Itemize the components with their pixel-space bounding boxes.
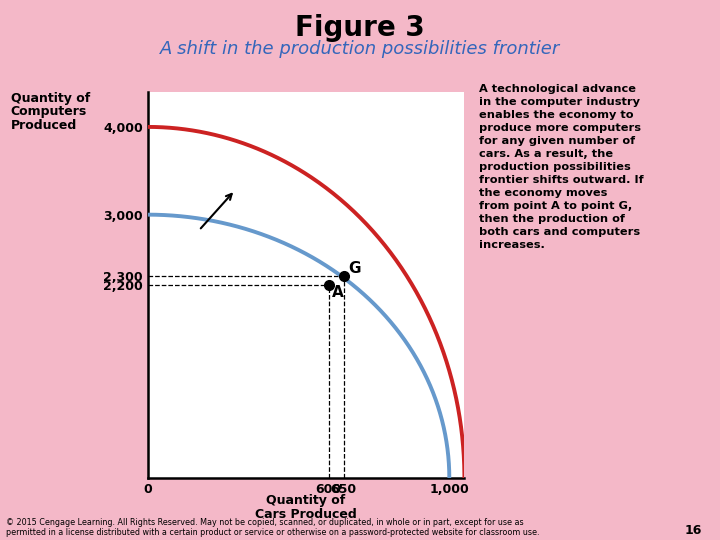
Text: A technological advance
in the computer industry
enables the economy to
produce : A technological advance in the computer … [479, 84, 644, 250]
Text: A: A [332, 285, 344, 300]
Text: 16: 16 [685, 524, 702, 537]
Text: Quantity of: Quantity of [266, 494, 346, 507]
Text: Figure 3: Figure 3 [295, 14, 425, 42]
Text: G: G [348, 261, 361, 276]
Text: Computers: Computers [11, 105, 87, 118]
Text: Quantity of: Quantity of [11, 92, 90, 105]
Text: Cars Produced: Cars Produced [255, 508, 357, 521]
Text: © 2015 Cengage Learning. All Rights Reserved. May not be copied, scanned, or dup: © 2015 Cengage Learning. All Rights Rese… [6, 518, 539, 537]
Text: A shift in the production possibilities frontier: A shift in the production possibilities … [160, 40, 560, 58]
Text: Produced: Produced [11, 119, 77, 132]
